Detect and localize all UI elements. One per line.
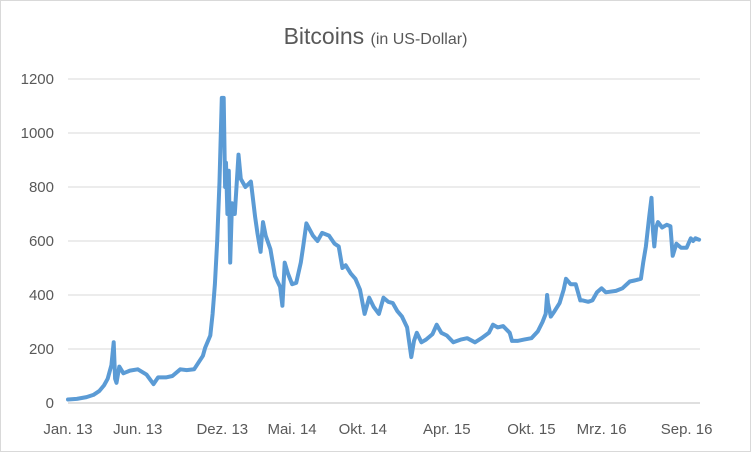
chart-title-main: Bitcoins <box>283 23 365 49</box>
y-tick-label: 1200 <box>21 71 54 88</box>
y-tick-label: 400 <box>29 287 54 304</box>
x-tick-label: Jan. 13 <box>43 421 92 438</box>
x-tick-label: Jun. 13 <box>113 421 162 438</box>
y-tick-label: 800 <box>29 179 54 196</box>
chart-title: Bitcoins (in US-Dollar) <box>1 23 750 50</box>
y-axis: 0 200 400 600 800 1000 1200 <box>21 71 54 412</box>
grid-layer <box>68 78 700 404</box>
y-tick-label: 200 <box>29 341 54 358</box>
x-axis: Jan. 13 Jun. 13 Dez. 13 Mai. 14 Okt. 14 Apr. … <box>43 421 712 438</box>
series-layer <box>66 95 702 402</box>
x-tick-label: Dez. 13 <box>196 421 248 438</box>
y-tick-label: 1000 <box>21 125 54 142</box>
chart-title-unit: (in US-Dollar) <box>370 31 468 48</box>
y-tick-label: 0 <box>46 395 54 412</box>
price-series-line <box>66 95 702 402</box>
x-tick-label: Okt. 14 <box>339 421 387 438</box>
x-tick-label: Mai. 14 <box>267 421 316 438</box>
y-tick-label: 600 <box>29 233 54 250</box>
x-tick-label: Apr. 15 <box>423 421 471 438</box>
x-tick-label: Mrz. 16 <box>577 421 627 438</box>
x-tick-label: Sep. 16 <box>661 421 713 438</box>
x-tick-label: Okt. 15 <box>507 421 555 438</box>
